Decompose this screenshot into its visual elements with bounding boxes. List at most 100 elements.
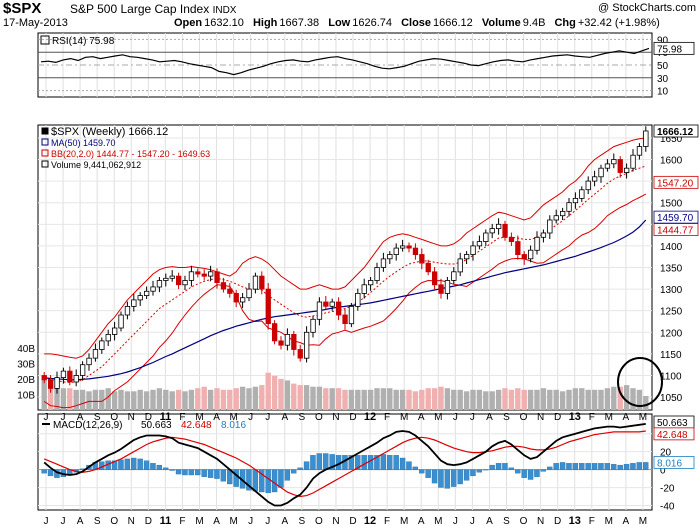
macd-histogram-bar <box>387 455 393 470</box>
x-tick-label: M <box>229 412 237 423</box>
x-tick-label: M <box>434 412 442 423</box>
price-legend-icon <box>41 138 49 146</box>
candle-body <box>182 280 188 286</box>
candle-body <box>566 202 572 212</box>
candle-body <box>143 290 150 296</box>
index-name: S&P 500 Large Cap Index INDX <box>70 2 236 16</box>
rsi-tick-label: 50 <box>657 61 669 72</box>
macd-right-label: 50.663 <box>657 418 688 429</box>
volume-bar <box>585 389 591 410</box>
volume-bar <box>425 388 431 410</box>
macd-histogram-bar <box>566 463 572 470</box>
candle-body <box>592 176 598 182</box>
candle-body <box>246 288 252 299</box>
volume-bar <box>310 386 316 410</box>
candle-body <box>195 271 201 275</box>
candle-body <box>380 258 387 268</box>
candle-body <box>80 364 86 376</box>
volume-bar <box>124 391 131 410</box>
x-tick-label: J <box>248 412 253 423</box>
volume-bar <box>355 389 361 410</box>
volume-bar <box>60 388 67 410</box>
volume-bar <box>553 389 559 410</box>
candle-body <box>335 301 342 316</box>
candle-body <box>265 288 271 325</box>
volume-bar <box>502 388 508 410</box>
volume-bar <box>201 386 207 410</box>
x-tick-label: J <box>61 412 66 423</box>
x-tick-label-bottom: A <box>418 516 425 527</box>
candle-body <box>451 271 457 281</box>
macd-tick-label: 0 <box>660 466 666 477</box>
macd-right-label: 42.648 <box>657 430 688 441</box>
macd-histogram-bar <box>361 455 367 470</box>
candle-body <box>547 219 553 234</box>
price-tick-label: 1600 <box>660 156 683 167</box>
x-tick-label-bottom: N <box>332 516 339 527</box>
volume-bar <box>374 388 380 410</box>
macd-right-label: 8.016 <box>657 458 682 469</box>
x-tick-label-bottom: D <box>554 516 561 527</box>
x-tick-label-bottom: D <box>349 516 356 527</box>
macd-histogram-bar <box>355 455 361 470</box>
macd-histogram-bar <box>41 469 47 474</box>
candle-body <box>316 301 323 320</box>
annotation-circle <box>617 357 663 407</box>
candle-body <box>175 275 182 286</box>
price-tick-label: 1100 <box>660 371 682 382</box>
macd-histogram-bar <box>540 469 547 472</box>
x-tick-label-bottom: A <box>281 516 288 527</box>
price-tick-label: 1200 <box>660 328 683 339</box>
candle-body <box>476 241 483 247</box>
candle-body <box>611 159 617 165</box>
volume-bar <box>342 389 348 410</box>
macd-histogram-bar <box>630 463 636 470</box>
volume-bar <box>86 391 92 410</box>
macd-histogram-bar <box>284 469 291 481</box>
macd-histogram-bar <box>444 469 451 489</box>
volume-bar <box>278 378 284 410</box>
volume-bar <box>329 388 335 410</box>
bb-lower-line <box>43 193 647 409</box>
candle-body <box>131 299 137 307</box>
volume-bar <box>73 389 79 410</box>
price-tick-label: 1650 <box>660 134 683 145</box>
volume-bar <box>195 388 201 410</box>
price-right-box <box>653 124 699 138</box>
x-tick-label: A <box>281 412 288 423</box>
price-right-label: 1547.20 <box>657 178 694 189</box>
x-tick-label-bottom: M <box>195 516 203 527</box>
macd-histogram-bar <box>214 469 220 479</box>
macd-histogram-bar <box>252 469 259 492</box>
volume-bar <box>534 389 540 410</box>
x-tick-label: S <box>298 412 305 423</box>
volume-bar <box>246 388 252 410</box>
price-tick-label: 1500 <box>660 199 683 210</box>
candle-body <box>438 284 444 294</box>
rsi-tick-label: 90 <box>657 35 669 46</box>
volume-bar <box>259 385 265 410</box>
close-label: Close <box>401 17 432 29</box>
macd-histogram-bar <box>585 463 591 470</box>
price-right-label: 1666.12 <box>657 127 694 138</box>
candle-body <box>579 189 585 199</box>
candle-body <box>86 357 92 366</box>
volume-value: 9.4B <box>522 17 546 29</box>
volume-bar <box>483 391 489 410</box>
macd-legend-value: 50.663 <box>141 420 172 431</box>
macd-histogram-bar <box>271 469 278 493</box>
candle-body <box>67 370 73 383</box>
volume-bar <box>361 389 367 410</box>
x-tick-label: J <box>470 412 475 423</box>
candle-body <box>470 245 476 255</box>
macd-histogram-bar <box>207 469 214 478</box>
macd-histogram-bar <box>572 463 579 470</box>
candle-body <box>233 292 239 303</box>
price-tick-label: 1300 <box>660 285 683 296</box>
candle-body <box>214 271 220 283</box>
candle-body <box>323 301 329 307</box>
price-tick-label: 1050 <box>660 393 683 404</box>
macd-histogram-bar <box>143 460 150 470</box>
candle-body <box>630 154 636 169</box>
candle-body <box>572 197 579 204</box>
